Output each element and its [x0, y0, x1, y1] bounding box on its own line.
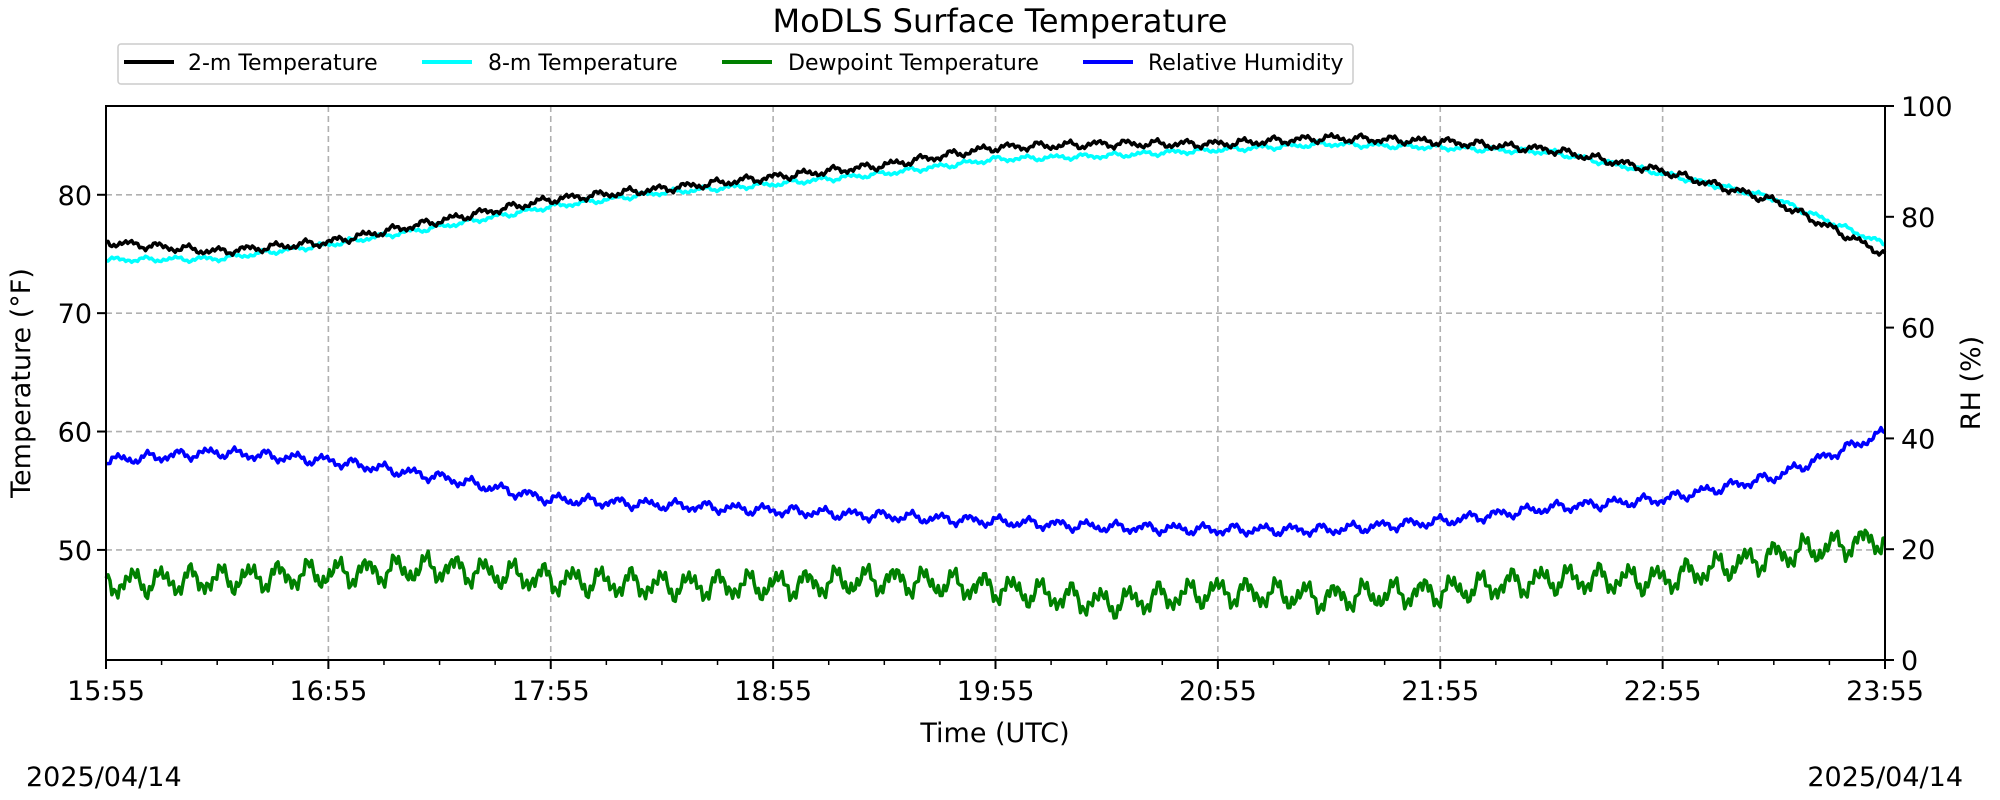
chart-title: MoDLS Surface Temperature	[773, 2, 1228, 40]
y2-tick-label: 80	[1901, 203, 1935, 234]
y-tick-label: 60	[58, 418, 92, 449]
x-axis-label: Time (UTC)	[919, 718, 1069, 749]
series-line-2-m-temperature	[105, 132, 1887, 258]
y2-tick-label: 0	[1901, 646, 1918, 677]
x-tick-label: 20:55	[1179, 676, 1257, 707]
y-tick-label: 70	[58, 299, 92, 330]
x-tick-label: 21:55	[1401, 676, 1479, 707]
y-tick-label: 80	[58, 181, 92, 212]
x-tick-label: 23:55	[1846, 676, 1924, 707]
y2-tick-label: 20	[1901, 535, 1935, 566]
y2-axis-label: RH (%)	[1956, 336, 1987, 430]
x-tick-label: 18:55	[734, 676, 812, 707]
start-date: 2025/04/14	[26, 762, 182, 793]
gridlines	[106, 106, 1885, 660]
series-line-relative-humidity	[106, 425, 1886, 538]
y-axis-right: 0 20 40 60 80 100	[1885, 92, 1953, 677]
x-axis: 15:55 16:55 17:55 18:55 19:55 20:55 21:55 22:55…	[67, 660, 1924, 707]
legend: 2-m Temperature 8-m Temperature Dewpoint…	[117, 43, 1354, 85]
x-tick-label: 16:55	[289, 676, 367, 707]
x-tick-label: 17:55	[512, 676, 590, 707]
y-tick-label: 50	[58, 536, 92, 567]
y-axis-label: Temperature (°F)	[6, 268, 37, 499]
end-date: 2025/04/14	[1807, 762, 1963, 793]
x-tick-label: 22:55	[1624, 676, 1702, 707]
legend-label-8m-temperature: 8-m Temperature	[488, 51, 678, 76]
x-tick-label: 15:55	[67, 676, 145, 707]
legend-label-dewpoint-temperature: Dewpoint Temperature	[788, 51, 1039, 76]
x-tick-label: 19:55	[957, 676, 1035, 707]
y2-tick-label: 60	[1901, 314, 1935, 345]
y-axis-left: 50 60 70 80	[58, 181, 106, 567]
legend-label-2m-temperature: 2-m Temperature	[188, 51, 378, 76]
y2-tick-label: 40	[1901, 424, 1935, 455]
y2-tick-label: 100	[1901, 92, 1953, 123]
legend-label-relative-humidity: Relative Humidity	[1148, 51, 1343, 76]
series-line-dewpoint-temperature	[104, 528, 1886, 620]
series-lines	[104, 132, 1887, 620]
